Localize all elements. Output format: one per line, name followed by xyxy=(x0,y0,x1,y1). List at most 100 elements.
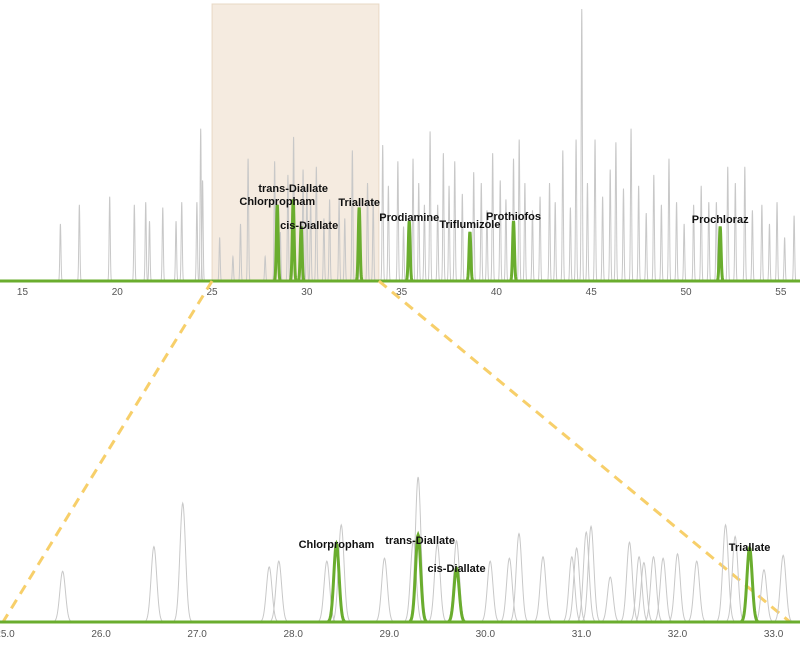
overview-background-peak xyxy=(733,183,738,281)
zoom-background-peak xyxy=(404,539,423,622)
overview-background-peak xyxy=(742,166,748,281)
zoom-peak-cis-diallate[interactable] xyxy=(447,565,466,624)
overview-background-peak xyxy=(547,183,552,281)
overview-background-peak xyxy=(585,183,590,281)
zoom-background-peak xyxy=(269,560,289,623)
overview-background-peak xyxy=(327,199,332,281)
overview-peak-triallate[interactable] xyxy=(354,207,364,282)
zoom-tick-label: 33.0 xyxy=(764,629,784,640)
overview-background-peak xyxy=(530,210,535,281)
zoom-peak-triallate[interactable] xyxy=(740,544,759,623)
zoom-background-peak xyxy=(620,541,639,622)
overview-background-peak xyxy=(58,223,63,281)
zoom-background-peak xyxy=(428,542,447,622)
overview-background-peak xyxy=(160,207,166,281)
overview-background-peak xyxy=(314,166,319,281)
overview-background-peak xyxy=(380,144,385,281)
zoom-background-peak xyxy=(331,523,351,622)
zoom-background-peak xyxy=(716,523,735,622)
zoom-background-peak xyxy=(173,501,193,622)
overview-background-peak xyxy=(706,202,712,281)
overview-background-peak xyxy=(386,185,391,281)
overview-background-peak xyxy=(308,199,313,281)
overview-x-ticks: 15 20 25 30 35 40 45 50 55 xyxy=(17,287,787,298)
overview-background-peak xyxy=(643,212,649,281)
overview-background-peak xyxy=(285,174,291,281)
zoom-tick-label: 26.0 xyxy=(91,629,111,640)
zoom-background-peak xyxy=(601,576,620,623)
overview-background-peak xyxy=(774,202,780,281)
zoom-label-cis-diallate: cis-Diallate xyxy=(427,563,485,575)
overview-background-peak xyxy=(791,215,797,281)
overview-background-peak xyxy=(143,202,148,281)
zoom-label-triallate: Triallate xyxy=(729,542,771,554)
overview-background-peak xyxy=(592,139,598,281)
overview-background-peak xyxy=(666,158,672,281)
overview-tick-label: 30 xyxy=(301,287,313,298)
overview-peak-chlorpropham[interactable] xyxy=(273,204,282,282)
overview-background-peak xyxy=(659,204,664,281)
zoom-background-peak xyxy=(629,555,649,623)
overview-peak-prodiamine[interactable] xyxy=(405,220,414,282)
zoom-background-peaks xyxy=(53,476,793,623)
zoom-peak-labels: Chlorpropham trans-Diallate cis-Diallate Tr… xyxy=(299,535,771,575)
overview-background-peak xyxy=(446,185,452,281)
overview-background-peak xyxy=(200,180,205,281)
overview-peak-prothiofos[interactable] xyxy=(509,220,518,282)
zoom-peak-trans-diallate[interactable] xyxy=(408,530,428,623)
overview-peak-triflumizole[interactable] xyxy=(465,231,474,282)
overview-background-peak xyxy=(484,210,490,281)
zoom-tick-label: 28.0 xyxy=(283,629,303,640)
overview-background-peak xyxy=(441,153,446,281)
overview-tick-label: 15 xyxy=(17,287,29,298)
overview-peak-labels: Chlorprophamtrans-Diallatecis-DiallateTr… xyxy=(239,183,749,232)
overview-tick-label: 40 xyxy=(491,287,503,298)
overview-background-peak xyxy=(263,254,268,282)
overview-tick-label: 50 xyxy=(680,287,692,298)
overview-background-peak xyxy=(750,210,755,281)
overview-background-peak xyxy=(336,199,342,281)
overview-background-peak xyxy=(516,139,522,281)
zoom-background-peak xyxy=(634,561,654,623)
overview-background-peak xyxy=(560,150,566,281)
zoom-background-peak xyxy=(644,555,663,623)
overview-background-peak xyxy=(217,237,222,281)
zoom-background-peak xyxy=(653,557,673,623)
zoom-background-peak xyxy=(375,557,394,623)
zoom-peak-chlorpropham[interactable] xyxy=(327,539,346,623)
overview-background-peak xyxy=(452,161,457,281)
overview-background-peak xyxy=(621,188,626,281)
overview-background-peak xyxy=(401,226,406,281)
zoom-background-peak xyxy=(509,532,529,622)
overview-background-peak xyxy=(107,196,112,281)
zoom-connector-left xyxy=(1,280,214,623)
overview-peak-cis-diallate[interactable] xyxy=(297,226,306,282)
overview-background-peak xyxy=(607,169,613,281)
overview-peak-trans-diallate[interactable] xyxy=(288,199,298,282)
overview-background-peak xyxy=(435,204,440,281)
overview-background-peak xyxy=(782,237,787,281)
zoom-background-peak xyxy=(567,546,586,622)
zoom-target-peaks xyxy=(327,530,759,624)
overview-background-peak xyxy=(759,204,765,281)
zoom-tick-label: 25.0 xyxy=(0,629,15,640)
overview-tick-label: 20 xyxy=(112,287,124,298)
overview-background-peak xyxy=(674,202,679,281)
overview-background-peak xyxy=(147,221,152,281)
zoom-background-peak xyxy=(773,554,793,623)
overview-background-peak xyxy=(600,196,605,281)
zoom-background-peak xyxy=(500,557,519,623)
zoom-tick-label: 32.0 xyxy=(668,629,688,640)
zoom-tick-label: 31.0 xyxy=(572,629,592,640)
zoom-background-peak xyxy=(562,555,582,623)
overview-peak-prochloraz[interactable] xyxy=(716,226,725,282)
zoom-x-ticks: 25.0 26.0 27.0 28.0 29.0 30.0 31.0 32.0 33.0 xyxy=(0,629,784,640)
overview-background-peak xyxy=(321,218,327,281)
overview-background-peak xyxy=(132,204,137,281)
zoom-background-peak xyxy=(754,568,774,623)
zoom-background-peak xyxy=(576,530,596,622)
overview-label-trans-diallate: trans-Diallate xyxy=(258,183,328,195)
zoom-background-peak xyxy=(144,545,164,622)
